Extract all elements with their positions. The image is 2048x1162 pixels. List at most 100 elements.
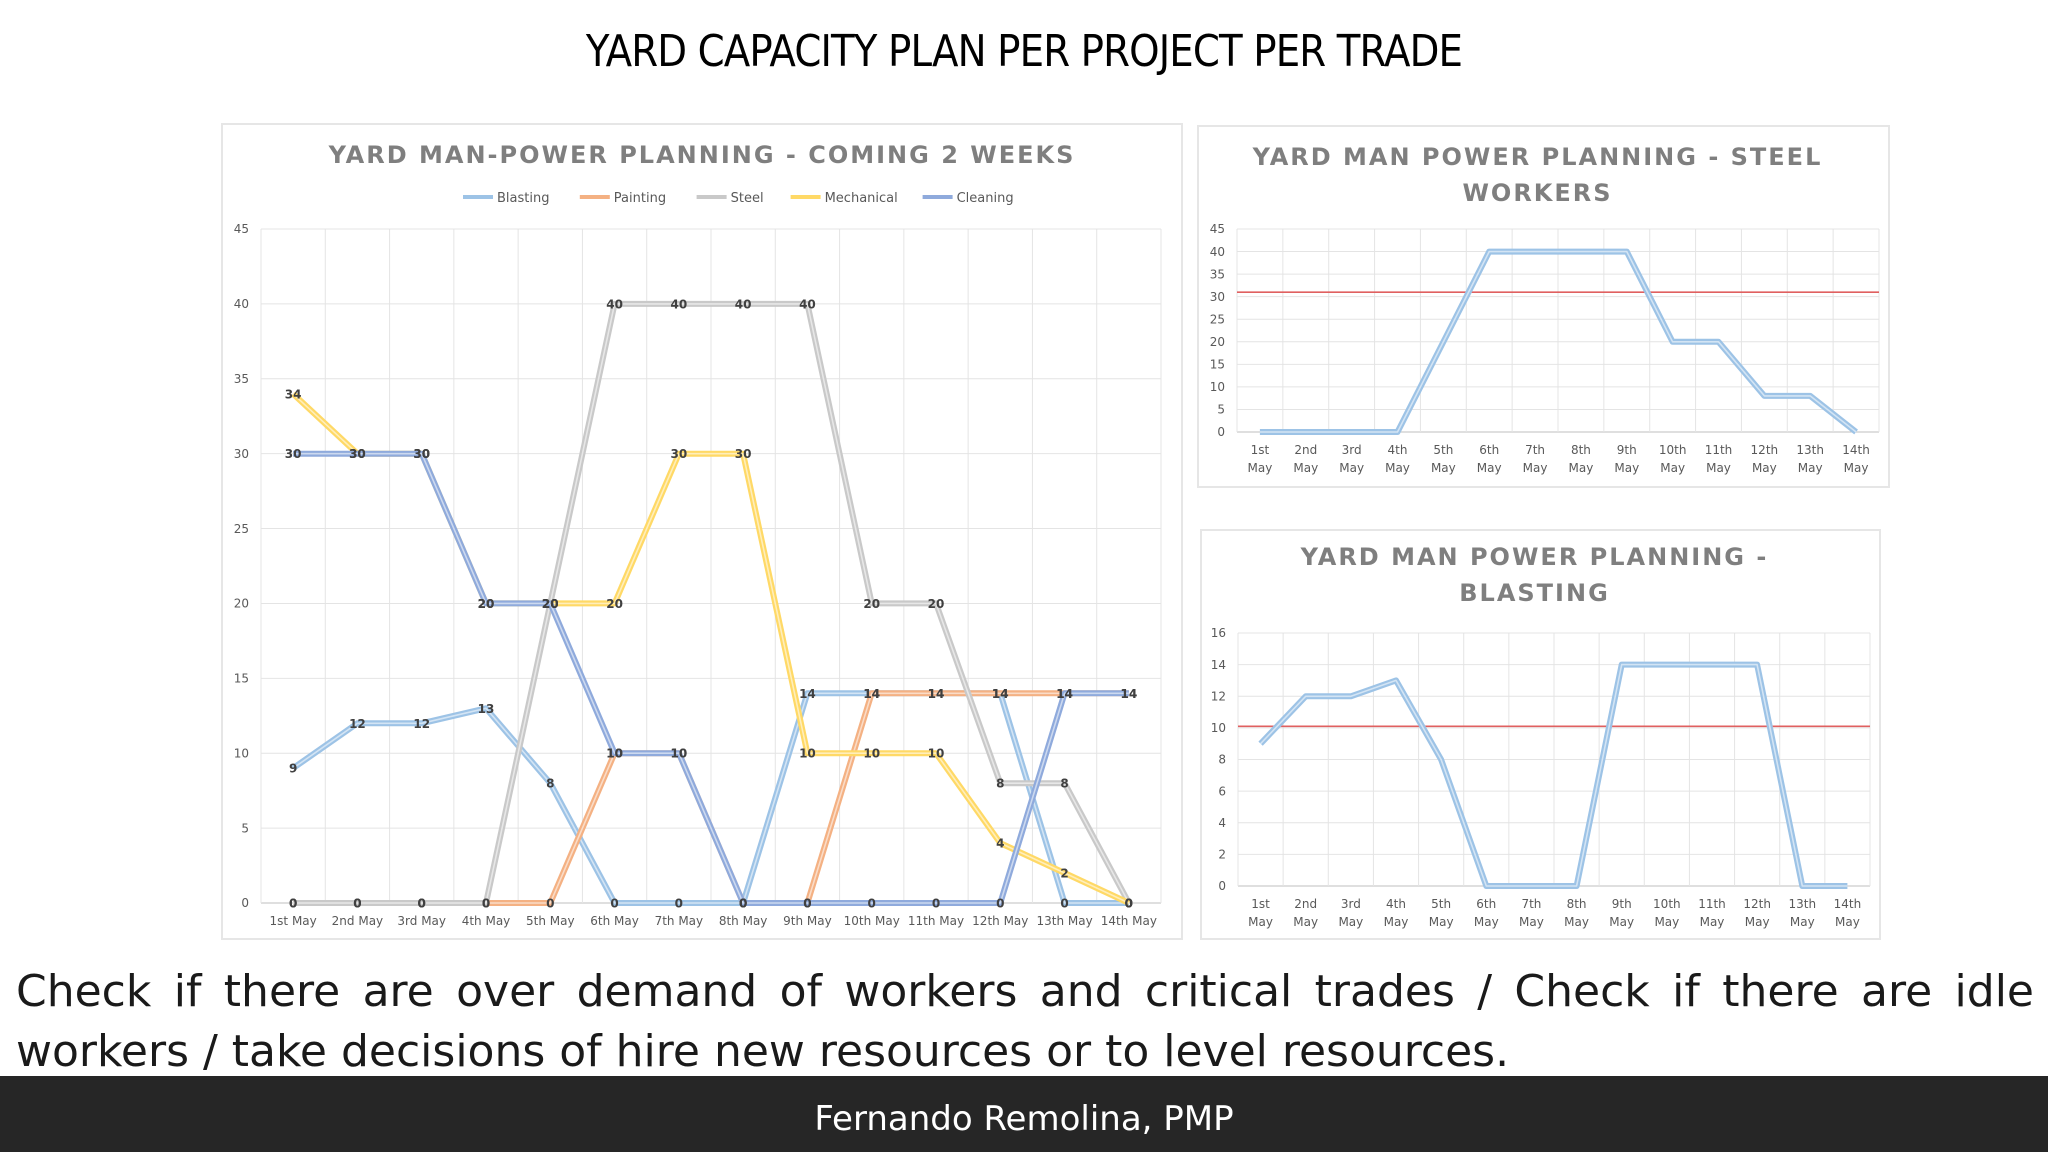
data-label-cleaning: 30 [349, 447, 366, 461]
x-tick-label: 11th May [908, 914, 964, 928]
x-tick-label: 5th [1433, 443, 1453, 457]
data-label-steel: 40 [606, 297, 623, 311]
footer-author: Fernando Remolina, PMP [814, 1099, 1234, 1139]
data-label-mechanical: 10 [863, 747, 880, 761]
x-tick-label-month: May [1564, 915, 1589, 929]
data-label-cleaning: 20 [478, 597, 495, 611]
x-tick-label: 5th May [526, 914, 575, 928]
blasting-chart: YARD MAN POWER PLANNING - BLASTING 0 2 4 6 8 10… [1211, 543, 1871, 929]
data-label-blasting: 13 [478, 702, 495, 716]
y-tick-label: 5 [241, 821, 249, 835]
x-tick-label: 3rd [1341, 897, 1361, 911]
data-label-steel: 0 [1125, 897, 1133, 911]
data-label-blasting: 14 [799, 687, 816, 701]
data-label-mechanical: 10 [928, 747, 945, 761]
data-label-mechanical: 30 [671, 447, 688, 461]
data-label-painting: 0 [418, 897, 426, 911]
data-label-mechanical: 30 [349, 447, 366, 461]
data-label-blasting: 12 [349, 717, 366, 731]
x-tick-label: 12th May [972, 914, 1028, 928]
x-tick-label-month: May [1706, 461, 1731, 475]
x-tick-label: 7th May [655, 914, 704, 928]
x-tick-label: 1st May [270, 914, 317, 928]
data-label-steel: 8 [996, 777, 1004, 791]
x-tick-label: 5th [1431, 897, 1451, 911]
data-label-mechanical: 0 [1125, 897, 1133, 911]
x-tick-label: 9th May [783, 914, 832, 928]
data-label-painting: 0 [482, 897, 490, 911]
data-label-blasting: 8 [546, 777, 554, 791]
data-label-painting: 10 [671, 747, 688, 761]
series-0-line-highlight [1259, 250, 1857, 433]
blasting-chart-panel: YARD MAN POWER PLANNING - BLASTING 0 2 4 6 8 10… [1200, 529, 1881, 940]
y-tick-label: 10 [1211, 721, 1226, 735]
main-chart-panel: YARD MAN-POWER PLANNING - COMING 2 WEEKS… [221, 123, 1183, 940]
data-label-painting: 0 [546, 897, 554, 911]
x-tick-label: 2nd [1294, 897, 1317, 911]
data-label-cleaning: 0 [868, 897, 876, 911]
data-label-blasting: 0 [1125, 897, 1133, 911]
legend-label-mechanical: Mechanical [825, 191, 898, 206]
x-tick-label-month: May [1519, 915, 1544, 929]
legend-label-steel: Steel [731, 191, 764, 206]
data-label-mechanical: 30 [413, 447, 430, 461]
y-tick-label: 0 [1218, 879, 1226, 893]
x-tick-label-month: May [1248, 461, 1273, 475]
x-tick-label: 11th [1705, 443, 1733, 457]
data-label-mechanical: 20 [542, 597, 559, 611]
data-label-mechanical: 2 [1060, 867, 1068, 881]
x-tick-label: 9th [1617, 443, 1637, 457]
y-tick-label: 25 [234, 522, 249, 536]
x-tick-label-month: May [1293, 461, 1318, 475]
x-tick-label-month: May [1835, 915, 1860, 929]
x-tick-label-month: May [1477, 461, 1502, 475]
data-label-mechanical: 4 [996, 837, 1004, 851]
data-label-cleaning: 30 [413, 447, 430, 461]
y-tick-label: 10 [1210, 380, 1225, 394]
x-tick-label: 10th [1659, 443, 1687, 457]
x-tick-label: 12th [1751, 443, 1779, 457]
x-tick-label: 4th [1386, 897, 1406, 911]
x-tick-label: 14th May [1101, 914, 1157, 928]
data-label-blasting: 14 [928, 687, 945, 701]
data-label-mechanical: 30 [735, 447, 752, 461]
data-label-mechanical: 10 [799, 747, 816, 761]
data-label-steel: 0 [482, 897, 490, 911]
x-tick-label-month: May [1798, 461, 1823, 475]
data-label-painting: 0 [353, 897, 361, 911]
steel-chart-panel: YARD MAN POWER PLANNING - STEEL WORKERS 0 5… [1197, 125, 1890, 488]
chart-title-line: WORKERS [1462, 179, 1612, 207]
y-tick-label: 8 [1218, 753, 1226, 767]
y-tick-label: 16 [1211, 626, 1226, 640]
x-tick-label: 1st [1251, 443, 1270, 457]
x-tick-label: 9th [1612, 897, 1632, 911]
x-tick-label: 14th [1834, 897, 1862, 911]
data-label-cleaning: 10 [606, 747, 623, 761]
data-label-painting: 14 [863, 687, 880, 701]
slide-caption: Check if there are over demand of worker… [16, 966, 2034, 1077]
y-tick-label: 15 [234, 672, 249, 686]
y-tick-label: 10 [234, 746, 249, 760]
x-tick-label-month: May [1431, 461, 1456, 475]
x-tick-label: 8th [1571, 443, 1591, 457]
x-tick-label: 8th [1567, 897, 1587, 911]
x-tick-label-month: May [1844, 461, 1869, 475]
x-tick-label: 6th [1479, 443, 1499, 457]
data-label-steel: 20 [928, 597, 945, 611]
y-tick-label: 40 [1210, 245, 1225, 259]
data-label-steel: 20 [863, 597, 880, 611]
x-tick-label: 12th [1743, 897, 1771, 911]
x-tick-label-month: May [1338, 915, 1363, 929]
legend-label-painting: Painting [614, 191, 666, 206]
y-tick-label: 0 [1217, 425, 1225, 439]
data-label-blasting: 0 [675, 897, 683, 911]
data-label-blasting: 0 [610, 897, 618, 911]
data-label-blasting: 0 [1060, 897, 1068, 911]
y-tick-label: 15 [1210, 358, 1225, 372]
x-tick-label-month: May [1384, 915, 1409, 929]
x-tick-label-month: May [1654, 915, 1679, 929]
data-label-steel: 40 [799, 297, 816, 311]
data-label-blasting: 14 [992, 687, 1009, 701]
y-tick-label: 45 [234, 222, 249, 236]
x-tick-label-month: May [1248, 915, 1273, 929]
